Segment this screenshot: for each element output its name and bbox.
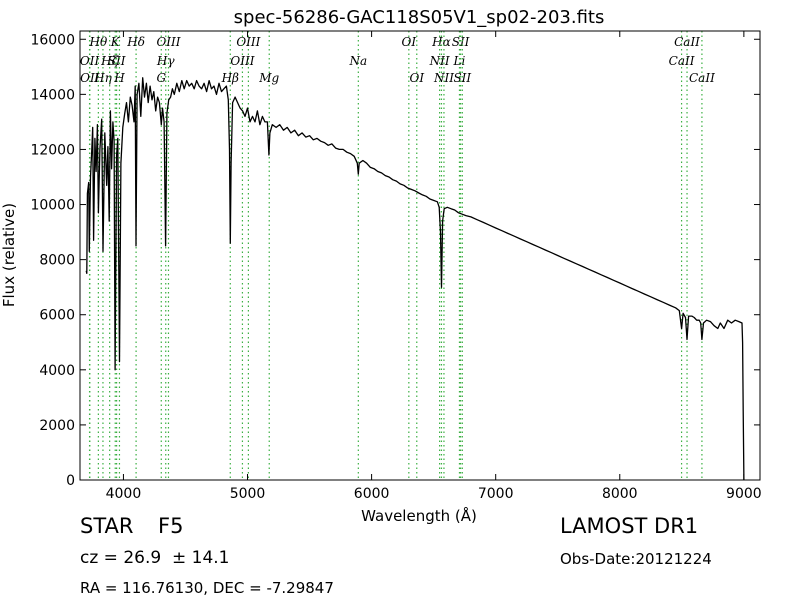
line-label-8: Hδ xyxy=(126,35,145,49)
line-label-18: OI xyxy=(409,71,424,85)
line-label-0: OII xyxy=(80,54,100,68)
line-label-27: CaII xyxy=(689,71,715,85)
y-tick-label-2: 4000 xyxy=(39,363,75,379)
line-label-17: OI xyxy=(402,35,417,49)
x-tick-label-3: 7000 xyxy=(478,486,514,502)
line-label-10: Hγ xyxy=(156,54,175,68)
y-tick-label-6: 12000 xyxy=(30,142,75,158)
line-label-19: Hα xyxy=(431,35,451,49)
line-label-12: OIII xyxy=(236,35,260,49)
line-label-11: G xyxy=(156,71,166,85)
y-tick-label-1: 2000 xyxy=(39,418,75,434)
line-label-4: Hζ xyxy=(100,54,119,68)
line-label-23: Li xyxy=(453,54,466,68)
line-label-22: SII xyxy=(452,35,470,49)
y-tick-label-4: 8000 xyxy=(39,253,75,269)
observation-date: Obs-Date:20121224 xyxy=(560,550,712,568)
line-label-5: K xyxy=(110,35,121,49)
survey-name: LAMOST DR1 xyxy=(560,514,699,538)
line-label-25: CaII xyxy=(674,35,700,49)
y-tick-label-8: 16000 xyxy=(30,32,75,48)
line-label-24: SII xyxy=(453,71,471,85)
chart-title: spec-56286-GAC118S05V1_sp02-203.fits xyxy=(234,7,605,28)
x-tick-label-2: 6000 xyxy=(354,486,390,502)
line-label-9: OIII xyxy=(156,35,180,49)
line-label-14: Hβ xyxy=(221,71,239,85)
object-subclass: F5 xyxy=(158,514,184,538)
line-label-21: NII xyxy=(433,71,454,85)
spectrum-line xyxy=(85,77,745,481)
plot-frame xyxy=(79,30,761,481)
line-label-6: SII xyxy=(108,54,126,68)
x-tick-label-5: 9000 xyxy=(726,486,762,502)
y-tick-label-0: 0 xyxy=(66,473,75,489)
y-tick-label-7: 14000 xyxy=(30,87,75,103)
line-label-15: Mg xyxy=(258,71,279,85)
line-label-20: NII xyxy=(429,54,450,68)
x-tick-label-1: 5000 xyxy=(230,486,266,502)
line-label-2: Hθ xyxy=(89,35,108,49)
line-label-7: H xyxy=(113,71,125,85)
line-label-16: Na xyxy=(349,54,368,68)
y-axis-label: Flux (relative) xyxy=(0,203,18,307)
line-label-13: OIII xyxy=(230,54,254,68)
redshift-cz: cz = 26.9 ± 14.1 xyxy=(80,548,230,568)
x-axis-label: Wavelength (Å) xyxy=(361,506,477,525)
plot-area: OII OII Hθ Hη Hζ K SII H Hδ OIII Hγ G OIII OIII Hβ Mg Na… xyxy=(30,30,762,502)
x-tick-label-0: 4000 xyxy=(106,486,142,502)
line-label-26: CaII xyxy=(669,54,695,68)
coordinates: RA = 116.76130, DEC = -7.29847 xyxy=(80,579,334,597)
y-tick-label-3: 6000 xyxy=(39,308,75,324)
line-label-1: OII xyxy=(80,71,100,85)
x-tick-label-4: 8000 xyxy=(602,486,638,502)
y-tick-label-5: 10000 xyxy=(30,198,75,214)
object-class: STAR xyxy=(80,514,134,538)
line-label-3: Hη xyxy=(93,71,112,85)
